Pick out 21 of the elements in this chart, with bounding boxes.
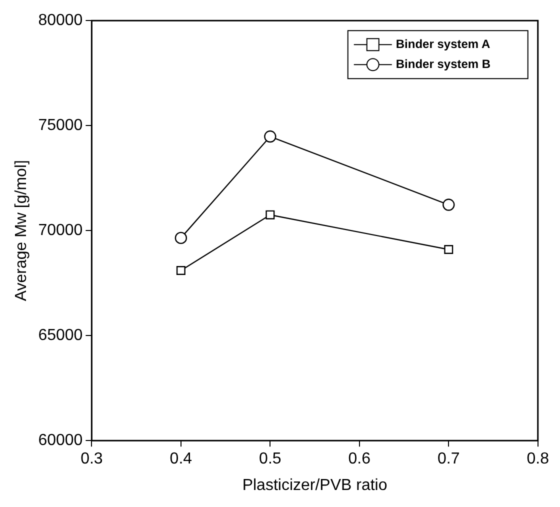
x-tick-label: 0.5 [259, 450, 282, 468]
x-tick-label: 0.6 [348, 450, 371, 468]
point [442, 198, 455, 211]
y-tick-label: 75000 [38, 117, 83, 134]
y-tick-label: 60000 [38, 432, 83, 450]
y-tick-label: 65000 [38, 327, 83, 344]
x-axis-title: Plasticizer/PVB ratio [242, 476, 388, 494]
point [266, 210, 275, 220]
x-tick-label: 0.3 [80, 450, 103, 468]
point [264, 130, 276, 143]
x-tick-label: 0.4 [170, 450, 192, 468]
y-tick-label: 70000 [38, 222, 83, 240]
legend-label: Binder system B [396, 56, 491, 71]
point [174, 232, 188, 244]
x-tick-label: 0.7 [438, 450, 460, 468]
point [176, 266, 186, 275]
legend-label: Binder system A [396, 36, 490, 51]
x-tick-label: 0.8 [526, 450, 550, 468]
point [444, 245, 454, 254]
y-tick-label: 80000 [38, 12, 83, 30]
y-axis-title: Average Mw [g/mol] [13, 160, 30, 302]
